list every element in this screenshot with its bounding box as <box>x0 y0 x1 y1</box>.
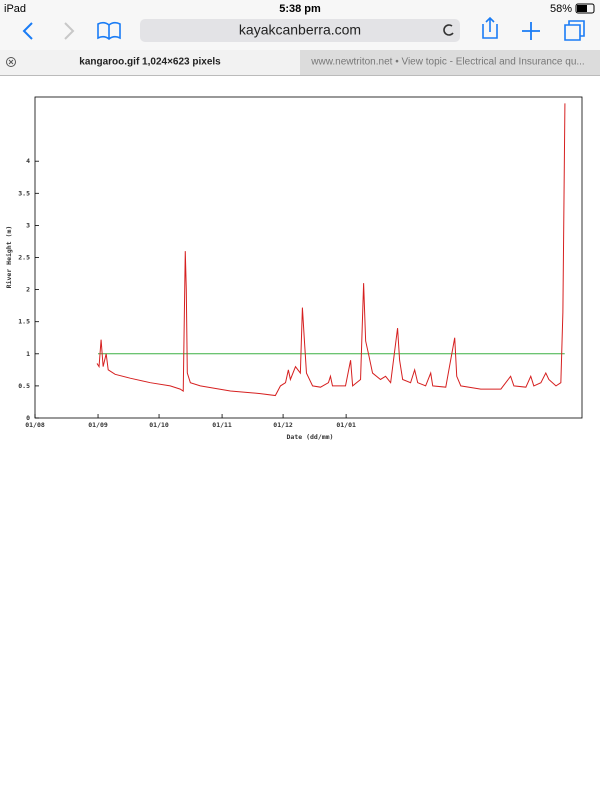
url: kayakcanberra.com <box>239 22 361 38</box>
share-button[interactable] <box>482 16 498 39</box>
battery: 58% <box>550 3 572 15</box>
new-tab-button[interactable] <box>522 22 540 40</box>
x-tick-label: 01/10 <box>149 421 169 429</box>
y-tick-label: 2.5 <box>18 254 30 262</box>
y-tick-label: 1.5 <box>18 318 30 326</box>
address-bar[interactable] <box>140 19 460 42</box>
bookmarks-button[interactable] <box>97 21 121 41</box>
data-line <box>96 103 566 397</box>
tab-title: kangaroo.gif 1,024×623 pixels <box>79 57 221 68</box>
y-tick-label: 3 <box>26 221 30 229</box>
y-tick-label: 0.5 <box>18 382 30 390</box>
back-button[interactable] <box>22 22 33 40</box>
x-tick-label: 01/01 <box>336 421 356 429</box>
y-tick-label: 1 <box>26 350 30 358</box>
y-tick-label: 3.5 <box>18 189 30 197</box>
inactive-tab[interactable] <box>300 50 600 75</box>
x-tick-label: 01/11 <box>212 421 232 429</box>
tab-title: www.newtriton.net • View topic - Electri… <box>310 57 584 68</box>
battery-level <box>577 5 587 12</box>
forward-button[interactable] <box>64 22 75 40</box>
x-tick-label: 01/08 <box>25 421 45 429</box>
device: iPad <box>4 3 26 15</box>
y-tick-label: 2 <box>26 286 30 294</box>
close-tab-x <box>8 59 14 65</box>
x-tick-label: 01/12 <box>273 421 293 429</box>
plot-frame <box>34 96 583 419</box>
battery-icon <box>575 3 595 14</box>
y-tick-label: 0 <box>26 414 30 422</box>
close-tab[interactable] <box>6 57 16 67</box>
x-tick-label: 01/09 <box>88 421 108 429</box>
y-tick-label: 4 <box>26 157 30 165</box>
time: 5:38 pm <box>279 3 321 15</box>
active-tab[interactable] <box>0 50 300 75</box>
tabs-button[interactable] <box>564 20 585 41</box>
x-axis-label: Date (dd/mm) <box>287 433 334 441</box>
y-axis-label: River Height (m) <box>5 226 13 289</box>
reload-button[interactable] <box>443 24 454 36</box>
